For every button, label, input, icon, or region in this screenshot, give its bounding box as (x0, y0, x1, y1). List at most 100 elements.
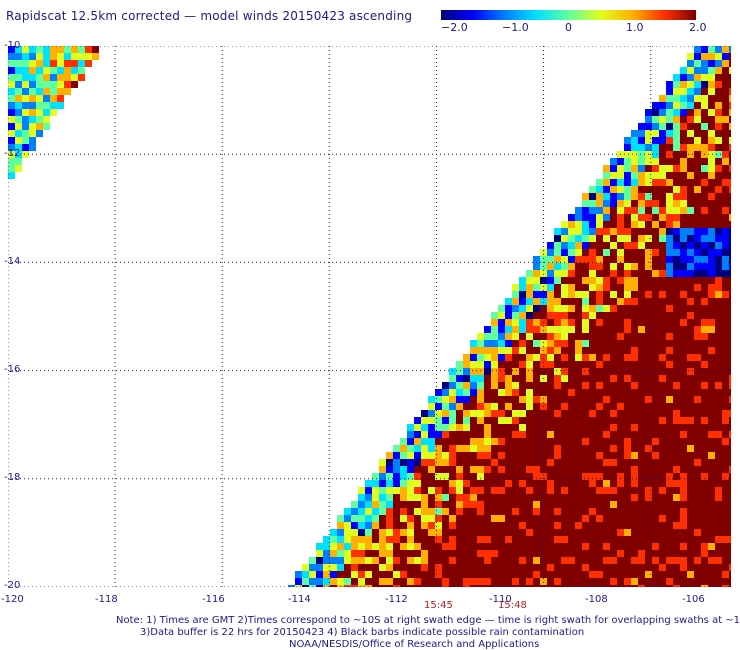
swath-pixel (477, 480, 484, 487)
swath-pixel (526, 508, 533, 515)
swath-pixel (645, 305, 652, 312)
swath-pixel (582, 480, 589, 487)
swath-pixel (666, 319, 673, 326)
swath-pixel (694, 424, 701, 431)
swath-pixel (638, 459, 645, 466)
swath-pixel (680, 319, 687, 326)
swath-pixel (680, 256, 687, 263)
swath-pixel (575, 368, 582, 375)
swath-pixel (638, 193, 645, 200)
swath-pixel (603, 305, 610, 312)
swath-pixel (610, 193, 617, 200)
swath-pixel (575, 340, 582, 347)
swath-pixel (561, 361, 568, 368)
swath-pixel (631, 347, 638, 354)
swath-pixel (680, 102, 687, 109)
swath-pixel (393, 459, 400, 466)
swath-pixel (631, 228, 638, 235)
swath-pixel (547, 298, 554, 305)
swath-pixel (708, 585, 715, 587)
swath-pixel (715, 487, 722, 494)
swath-pixel (645, 557, 652, 564)
swath-pixel (666, 158, 673, 165)
swath-pixel (533, 585, 540, 587)
swath-pixel (519, 410, 526, 417)
swath-pixel (589, 445, 596, 452)
swath-pixel (722, 501, 729, 508)
swath-pixel (386, 522, 393, 529)
swath-pixel (505, 508, 512, 515)
swath-pixel (729, 228, 731, 235)
swath-pixel (561, 235, 568, 242)
swath-pixel (526, 403, 533, 410)
swath-pixel (456, 522, 463, 529)
swath-pixel (533, 487, 540, 494)
swath-pixel (666, 200, 673, 207)
swath-pixel (463, 508, 470, 515)
swath-pixel (624, 501, 631, 508)
swath-pixel (687, 165, 694, 172)
swath-pixel (645, 312, 652, 319)
swath-pixel (673, 221, 680, 228)
swath-pixel (652, 501, 659, 508)
swath-pixel (561, 543, 568, 550)
swath-pixel (659, 389, 666, 396)
swath-pixel (568, 564, 575, 571)
swath-pixel (666, 102, 673, 109)
swath-pixel (715, 249, 722, 256)
swath-pixel (715, 291, 722, 298)
swath-pixel (582, 361, 589, 368)
swath-pixel (351, 571, 358, 578)
swath-pixel (673, 193, 680, 200)
swath-pixel (680, 207, 687, 214)
swath-pixel (463, 487, 470, 494)
swath-pixel (666, 529, 673, 536)
swath-pixel (694, 340, 701, 347)
swath-pixel (715, 130, 722, 137)
swath-pixel (512, 382, 519, 389)
swath-pixel (603, 487, 610, 494)
swath-pixel (673, 431, 680, 438)
swath-pixel (463, 382, 470, 389)
swath-pixel (589, 417, 596, 424)
swath-pixel (8, 81, 15, 88)
swath-pixel (652, 452, 659, 459)
swath-pixel (701, 263, 708, 270)
swath-pixel (680, 291, 687, 298)
swath-pixel (729, 340, 731, 347)
swath-pixel (379, 529, 386, 536)
swath-pixel (22, 60, 29, 67)
swath-pixel (533, 270, 540, 277)
swath-pixel (344, 529, 351, 536)
swath-pixel (610, 179, 617, 186)
swath-pixel (554, 298, 561, 305)
swath-pixel (505, 417, 512, 424)
swath-pixel (645, 263, 652, 270)
swath-pixel (505, 347, 512, 354)
swath-pixel (540, 298, 547, 305)
swath-pixel (554, 263, 561, 270)
swath-pixel (15, 81, 22, 88)
swath-pixel (568, 445, 575, 452)
swath-pixel (519, 396, 526, 403)
swath-pixel (519, 522, 526, 529)
swath-pixel (421, 480, 428, 487)
swath-pixel (687, 137, 694, 144)
swath-pixel (50, 74, 57, 81)
swath-pixel (589, 207, 596, 214)
swath-pixel (729, 130, 731, 137)
swath-pixel (498, 543, 505, 550)
swath-pixel (617, 508, 624, 515)
swath-pixel (477, 361, 484, 368)
swath-pixel (708, 179, 715, 186)
swath-pixel (603, 312, 610, 319)
swath-pixel (302, 571, 309, 578)
swath-pixel (673, 200, 680, 207)
swath-pixel (456, 459, 463, 466)
swath-pixel (659, 130, 666, 137)
swath-pixel (344, 571, 351, 578)
swath-pixel (533, 445, 540, 452)
swath-pixel (603, 179, 610, 186)
swath-pixel (498, 347, 505, 354)
swath-pixel (43, 123, 50, 130)
